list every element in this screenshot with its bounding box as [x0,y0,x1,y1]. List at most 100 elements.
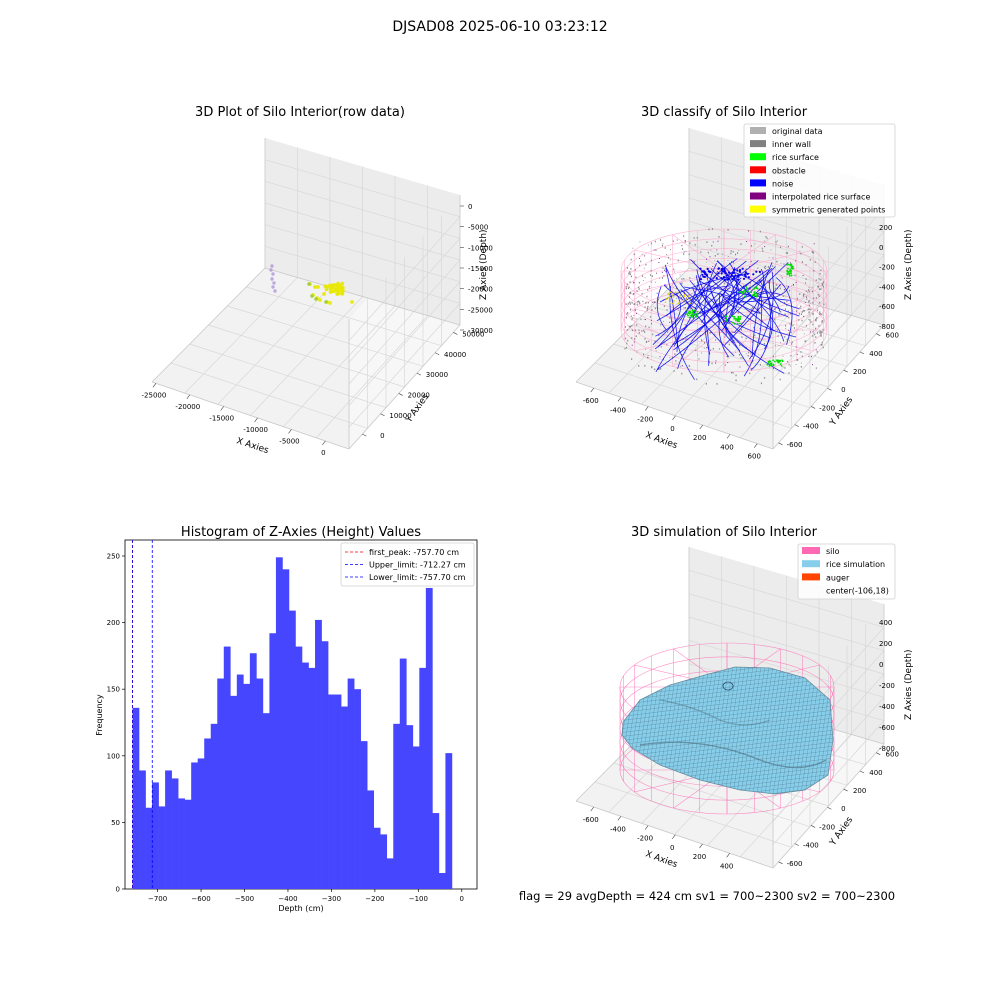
panel2-point [745,268,747,270]
panel2-point [738,270,741,273]
panel2-point [766,237,768,240]
panel2-point [629,301,631,303]
panel1-y-tick-label: 0 [380,432,384,440]
panel3-bar [152,782,159,889]
panel4-x-tick-mark [644,825,649,830]
panel2-noise-track [727,262,738,321]
panel2-point [764,377,766,379]
panel2-point [723,278,727,281]
panel2-noise-track [748,271,774,360]
panel3-bar [328,694,335,889]
panel2-point [689,259,691,261]
panel3-bar [302,662,309,889]
panel2-point [696,314,699,317]
panel2-point [724,336,726,338]
panel3-reference-lines [132,540,153,889]
panel2-point [792,324,794,327]
panel2-point [735,253,737,256]
panel2-point [691,316,693,318]
panel2-point [802,329,804,331]
panel2-noise-track [701,286,731,323]
panel2-point [712,347,714,350]
panel2-point [708,361,710,364]
panel2-point [789,262,792,264]
panel2-point [781,360,784,363]
panel2-point [733,317,736,320]
panel2-point [647,301,649,304]
panel4-mesh-line [751,667,775,794]
panel3-x-tick-label: −100 [409,895,428,903]
panel2-point [642,300,644,302]
panel2-point [669,259,671,261]
panel2-point [663,275,665,277]
panel2-x-tick-label: -200 [637,416,653,424]
panel2-noise-track [692,288,710,366]
panel2-point [783,295,785,297]
panel3-bar [412,746,420,889]
panel2-point [784,367,786,369]
panel2-point [648,326,650,329]
panel2-y-tick-label: -400 [803,423,819,431]
panel2-point [776,360,779,362]
panel2-point [673,268,675,271]
panel2-point [816,317,818,319]
panel3-bar [406,725,414,889]
panel2-point [706,267,709,271]
panel2-grid-line [670,286,866,347]
panel3-bar [393,723,401,889]
panel4-mesh-line [622,727,833,759]
panel1-z-tick-label: -20000 [468,286,493,294]
panel2-point [688,253,690,256]
panel2-point [789,340,791,342]
panel2-point [740,243,742,245]
panel2-point [663,305,665,308]
panel2-point [643,318,645,320]
panel4-mesh-line [755,667,779,794]
panel2-noise-track [655,293,681,337]
panel2-point [631,329,633,332]
panel2-point [655,249,657,251]
panel2-point [654,340,656,342]
panel2-point [817,293,819,296]
panel2-point [780,365,783,367]
panel2-point [666,254,668,256]
panel1-x-tick-mark [220,406,224,411]
panel2-point [644,277,646,279]
panel2-point [744,291,747,293]
panel2-point [801,319,803,322]
panel2-point [675,292,677,295]
panel2-point [788,329,790,331]
panel2-point [814,261,816,263]
panel2-point [799,293,801,295]
panel2-point [776,329,778,331]
panel3-bar [243,683,251,889]
panel2-point [769,360,772,363]
panel2-point [721,270,724,273]
panel2-point [681,282,683,285]
panel2-point [755,270,758,273]
panel2-point [787,263,790,266]
panel2-point [629,292,631,294]
panel2-point [708,300,710,302]
panel2-point [772,355,774,358]
panel4-mesh-line [723,667,747,794]
panel2-point [794,274,796,277]
panel3-bar [171,778,179,889]
panel2-point [708,228,710,231]
panel2-point [669,321,671,323]
panel2-point [802,274,804,276]
panel2-point [629,325,631,328]
panel1-point [328,287,333,292]
panel2-point [650,269,652,272]
panel2-point [641,292,643,295]
panel2-point [645,341,647,343]
panel2-point [633,253,635,256]
panel2-point [675,278,678,280]
panel2-point [676,297,678,299]
panel4-mesh-line [622,723,833,755]
panel2-x-tick-label: 0 [670,425,674,433]
panel2-point [767,282,770,284]
panel4-x-tick-mark [590,806,594,812]
panel2-point [633,341,635,343]
panel2-points [624,228,825,385]
